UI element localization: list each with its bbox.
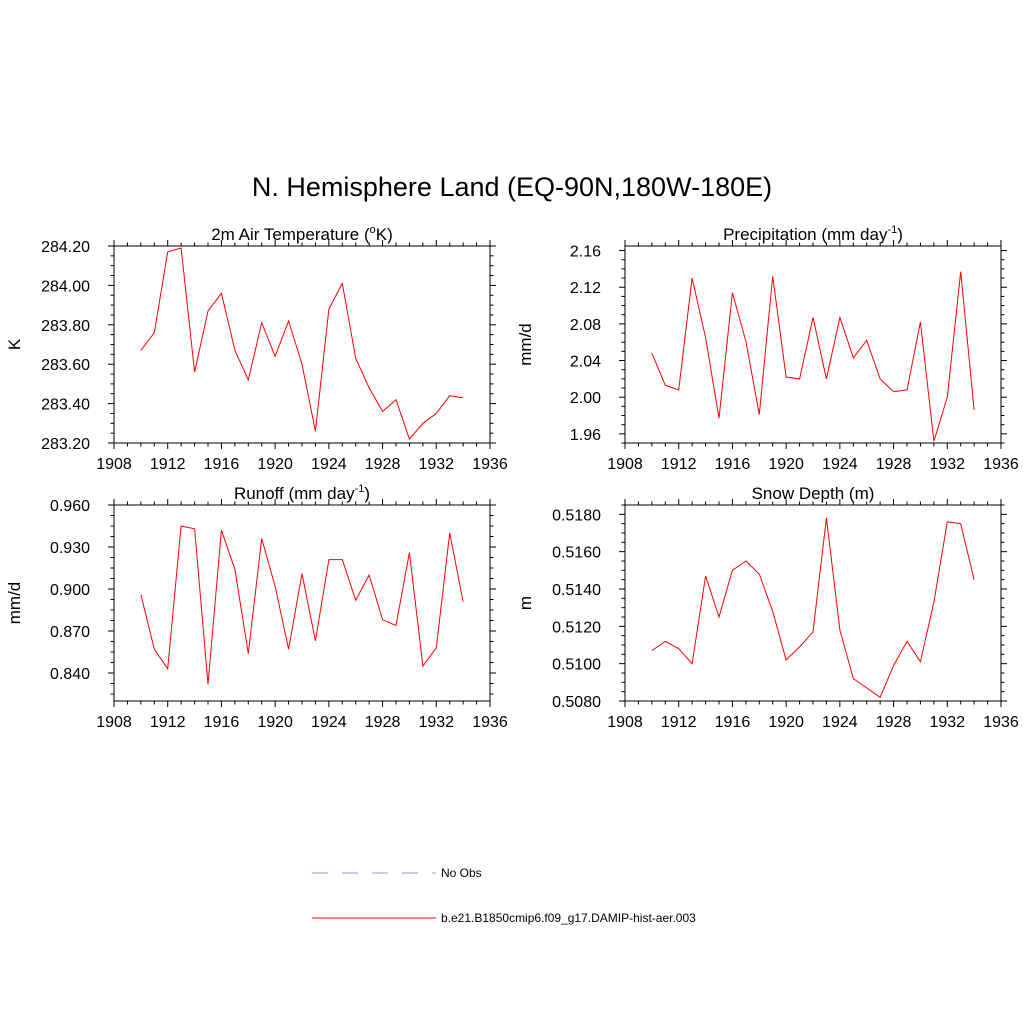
y-tick-label: 0.5140: [552, 582, 601, 599]
x-tick-label: 1920: [257, 714, 293, 731]
x-tick-label: 1908: [96, 456, 132, 473]
x-tick-label: 1932: [929, 456, 965, 473]
x-tick-label: 1920: [768, 456, 804, 473]
x-tick-label: 1924: [822, 714, 858, 731]
y-tick-label: 0.870: [50, 624, 90, 641]
y-axis-label: mm/d: [516, 323, 535, 366]
y-tick-label: 2.00: [570, 390, 601, 407]
y-tick-label: 0.930: [50, 540, 90, 557]
series-line: [140, 247, 464, 441]
y-tick-label: 283.20: [41, 436, 90, 453]
y-tick-label: 0.5120: [552, 619, 601, 636]
y-tick-label: 2.12: [570, 280, 601, 297]
figure-title: N. Hemisphere Land (EQ-90N,180W-180E): [251, 172, 773, 202]
y-tick-label: 283.80: [41, 318, 90, 335]
y-tick-label: 284.00: [41, 278, 90, 295]
x-tick-label: 1928: [876, 714, 912, 731]
panel-1: 2m Air Temperature (oK) K 1908 1912 1916 1920…: [5, 224, 508, 473]
y-tick-label: 0.900: [50, 582, 90, 599]
x-tick-label: 1912: [150, 714, 186, 731]
x-tick-label: 1908: [607, 456, 643, 473]
x-tick-label: 1924: [822, 456, 858, 473]
y-tick-label: 1.96: [570, 427, 601, 444]
panel-title-superscript: -1: [355, 483, 365, 495]
panel-title-tail: ): [364, 484, 370, 503]
x-tick-label: 1912: [150, 456, 186, 473]
panel-title: Snow Depth (m): [752, 484, 875, 503]
series-line: [140, 525, 464, 685]
y-tick-label: 2.16: [570, 244, 601, 261]
x-tick-label: 1924: [311, 714, 347, 731]
y-tick-label: 0.840: [50, 666, 90, 683]
y-tick-label: 284.20: [41, 239, 90, 256]
y-axis-label: K: [5, 338, 24, 350]
x-tick-label: 1928: [365, 456, 401, 473]
panel-title-main: 2m Air Temperature (: [211, 225, 370, 244]
panel-title-main: Runoff (mm day: [234, 484, 355, 503]
legend: No Obs b.e21.B1850cmip6.f09_g17.DAMIP-his…: [312, 866, 696, 925]
panel-title: 2m Air Temperature (oK): [211, 224, 393, 244]
y-tick-label: 0.5080: [552, 694, 601, 711]
panel-title: Precipitation (mm day-1): [723, 224, 903, 244]
panel-title-tail: ): [897, 225, 903, 244]
x-tick-label: 1932: [418, 714, 454, 731]
y-tick-label: 283.40: [41, 397, 90, 414]
y-tick-label: 283.60: [41, 357, 90, 374]
x-tick-label: 1928: [365, 714, 401, 731]
x-tick-label: 1908: [607, 714, 643, 731]
x-tick-label: 1936: [472, 714, 508, 731]
panel-title-tail: K): [376, 225, 393, 244]
y-tick-label: 0.960: [50, 498, 90, 515]
y-axis-label: m: [516, 596, 535, 610]
y-axis-label: mm/d: [5, 582, 24, 625]
panel-2: Precipitation (mm day-1) mm/d 1908 1912 1916…: [516, 224, 1019, 473]
y-tick-label: 2.04: [570, 354, 601, 371]
y-tick-label: 0.5180: [552, 507, 601, 524]
y-tick-label: 0.5100: [552, 657, 601, 674]
plot-frame: [113, 504, 491, 702]
x-tick-label: 1932: [929, 714, 965, 731]
panel-3: Runoff (mm day-1) mm/d 1908 1912 1916 1920 192…: [5, 483, 508, 731]
x-tick-label: 1916: [204, 456, 240, 473]
plot-frame: [624, 245, 1002, 444]
panel-title-superscript: -1: [887, 224, 897, 236]
x-tick-label: 1912: [661, 714, 697, 731]
panel-title-main: Snow Depth (m): [752, 484, 875, 503]
plot-frame: [113, 245, 491, 444]
x-tick-label: 1908: [96, 714, 132, 731]
x-tick-label: 1916: [715, 456, 751, 473]
series-line: [651, 518, 975, 699]
x-tick-label: 1936: [983, 714, 1019, 731]
plot-frame: [624, 504, 1002, 702]
panel-4: Snow Depth (m) m 1908 1912 1916 1920 1924 1928 1…: [516, 484, 1019, 731]
x-tick-label: 1936: [983, 456, 1019, 473]
panel-title-superscript: o: [370, 224, 376, 236]
x-tick-label: 1920: [257, 456, 293, 473]
x-tick-label: 1928: [876, 456, 912, 473]
x-tick-label: 1920: [768, 714, 804, 731]
x-tick-label: 1912: [661, 456, 697, 473]
panel-title: Runoff (mm day-1): [234, 483, 370, 503]
x-tick-label: 1936: [472, 456, 508, 473]
x-tick-label: 1916: [204, 714, 240, 731]
panel-title-main: Precipitation (mm day: [723, 225, 888, 244]
legend-label: No Obs: [441, 866, 482, 880]
x-tick-label: 1916: [715, 714, 751, 731]
series-line: [651, 271, 975, 442]
x-tick-label: 1924: [311, 456, 347, 473]
y-tick-label: 0.5160: [552, 545, 601, 562]
x-tick-label: 1932: [418, 456, 454, 473]
y-tick-label: 2.08: [570, 317, 601, 334]
legend-label: b.e21.B1850cmip6.f09_g17.DAMIP-hist-aer.…: [441, 911, 696, 925]
